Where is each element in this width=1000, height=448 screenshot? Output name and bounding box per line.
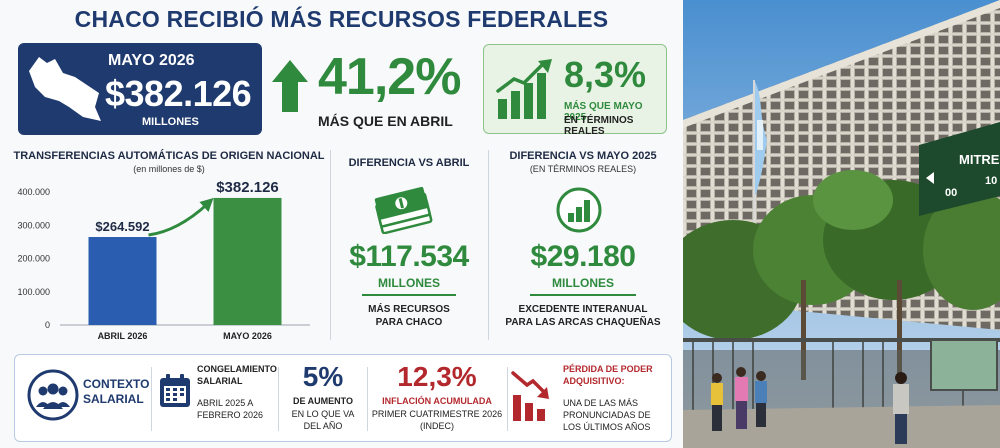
headline-amount: $382.126	[105, 73, 252, 114]
category-label: MAYO 2026	[223, 331, 272, 341]
freeze-line2: FEBRERO 2026	[197, 410, 264, 420]
diff-may2025-subheading: (EN TÉRMINOS REALES)	[529, 164, 637, 174]
page-title: CHACO RECIBIÓ MÁS RECURSOS FEDERALES	[74, 6, 609, 32]
transfers-subheading: (en millones de $)	[133, 164, 205, 174]
building-scene: MITRE 00 10	[683, 0, 1000, 448]
chaco-map-icon	[29, 57, 101, 121]
green-rule	[362, 294, 456, 296]
yearly-change-line2: EN TÉRMINOS REALES	[564, 115, 634, 137]
divider	[330, 150, 331, 340]
growth-arrow-head	[199, 197, 214, 212]
context-title1: CONTEXTO	[83, 377, 150, 391]
pedestrians	[711, 367, 909, 444]
yearly-change-line1: MÁS QUE MAYO 2025	[564, 101, 643, 123]
divider	[278, 367, 279, 431]
transfers-heading: TRANSFERENCIAS AUTOMÁTICAS DE ORIGEN NAC…	[13, 150, 325, 162]
headline-month: MAYO 2026	[108, 52, 195, 69]
raise-line2: EN LO QUE VA	[291, 409, 355, 419]
calendar-icon	[160, 374, 190, 407]
yearly-change-value: 8,3%	[564, 54, 647, 95]
divider	[367, 367, 368, 431]
y-tick-label: 300.000	[17, 220, 50, 230]
loss-line1: UNA DE LAS MÁS	[563, 398, 639, 408]
up-arrow-icon	[272, 60, 308, 112]
monthly-change-value: 41,2%	[318, 48, 461, 106]
diff-may2025-unit: MILLONES	[552, 276, 614, 290]
street-sign-number-left: 00	[945, 187, 957, 199]
diff-april-amount: $117.534	[349, 240, 469, 273]
government-building-photo: MITRE 00 10	[683, 0, 1000, 448]
money-stack-icon	[374, 186, 433, 234]
people-group-icon	[27, 369, 79, 421]
y-tick-label: 200.000	[17, 254, 50, 264]
divider	[151, 367, 152, 431]
freeze-title2: SALARIAL	[197, 376, 243, 386]
loss-line2: PRONUNCIADAS DE	[563, 410, 651, 420]
freeze-line1: ABRIL 2025 A	[197, 398, 254, 408]
loss-line3: LOS ÚLTIMOS AÑOS	[563, 422, 651, 432]
diff-april-unit: MILLONES	[378, 276, 440, 290]
bar-2	[213, 197, 282, 325]
raise-line1: DE AUMENTO	[292, 396, 353, 406]
street-sign-text: MITRE	[959, 152, 1000, 167]
falling-chart-icon	[511, 371, 549, 421]
diff-may2025-desc1: EXCEDENTE INTERANUAL	[518, 304, 648, 315]
y-tick-label: 400.000	[17, 187, 50, 197]
salary-context-strip: CONTEXTO SALARIAL CONGELAMIENTO SALARIAL…	[14, 354, 672, 442]
y-tick-label: 0	[45, 320, 50, 330]
bar-circle-icon	[556, 187, 602, 233]
inflation-line2: PRIMER CUATRIMESTRE 2026	[371, 409, 503, 419]
green-rule	[530, 294, 636, 296]
freeze-title1: CONGELAMIENTO	[197, 364, 277, 374]
street-sign-number-right: 10	[985, 175, 997, 187]
divider	[507, 367, 508, 431]
diff-april-desc2: PARA CHACO	[375, 317, 443, 328]
inflation-line3: (INDEC)	[420, 421, 454, 431]
y-tick-label: 100.000	[17, 287, 50, 297]
bar-value-label: $382.126	[216, 179, 279, 196]
diff-may2025-heading: DIFERENCIA VS MAYO 2025	[509, 150, 657, 162]
divider	[488, 150, 489, 340]
inflation-line1: INFLACIÓN ACUMULADA	[382, 396, 492, 406]
monthly-change-label: MÁS QUE EN ABRIL	[318, 113, 453, 129]
diff-may2025-amount: $29.180	[530, 240, 636, 273]
infographic: CHACO RECIBIÓ MÁS RECURSOS FEDERALES MAY…	[13, 6, 672, 442]
bar-value-label: $264.592	[95, 219, 149, 234]
growth-chart-icon	[496, 59, 552, 119]
headline-card: MAYO 2026 $382.126 MILLONES	[18, 43, 262, 135]
bar-1	[88, 237, 157, 325]
raise-line3: DEL AÑO	[303, 421, 343, 431]
raise-value: 5%	[302, 361, 344, 392]
transfers-bar-chart: 0 100.000 200.000 300.000 400.000 $264.592 ABR…	[17, 179, 310, 341]
loss-title2: ADQUISITIVO:	[563, 376, 625, 386]
headline-unit: MILLONES	[142, 116, 199, 128]
growth-arrow	[148, 202, 209, 237]
diff-april-heading: DIFERENCIA VS ABRIL	[348, 157, 470, 169]
category-label: ABRIL 2026	[98, 331, 148, 341]
inflation-value: 12,3%	[397, 361, 477, 392]
diff-may2025-desc2: PARA LAS ARCAS CHAQUEÑAS	[505, 317, 661, 328]
yearly-change-card: 8,3% MÁS QUE MAYO 2025 EN TÉRMINOS REALE…	[483, 44, 667, 137]
context-title2: SALARIAL	[83, 392, 144, 406]
loss-title1: PÉRDIDA DE PODER	[563, 364, 653, 374]
diff-april-desc1: MÁS RECURSOS	[368, 304, 450, 315]
